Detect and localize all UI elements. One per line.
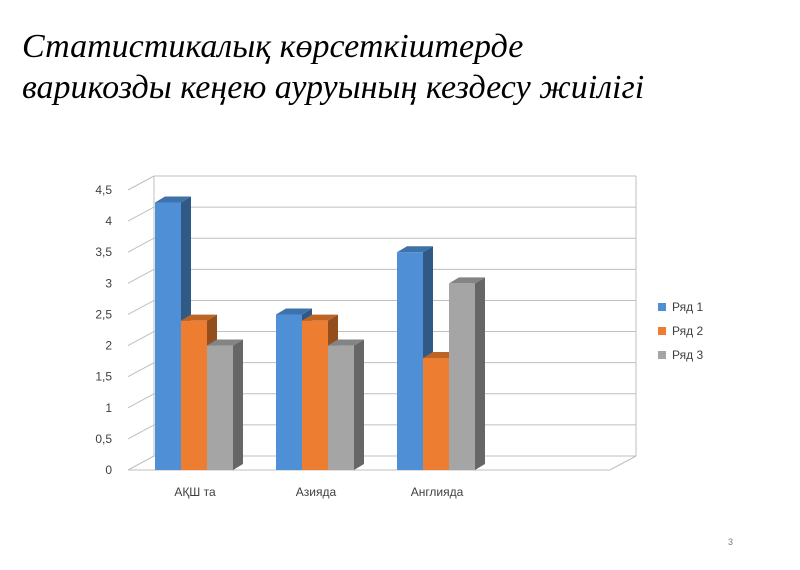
- y-tick-label: 4: [105, 214, 112, 228]
- gridline-side: [127, 206, 155, 222]
- bar-top: [397, 246, 433, 253]
- legend-swatch: [658, 303, 666, 311]
- y-tick-label: 1: [105, 401, 112, 415]
- legend-swatch: [658, 327, 666, 335]
- gridline-side: [127, 175, 155, 191]
- gridline-side: [127, 300, 155, 315]
- legend-label: Ряд 1: [672, 300, 703, 314]
- y-tick-label: 3,5: [95, 245, 112, 259]
- bar: [328, 345, 354, 470]
- x-category-label: Англияда: [411, 485, 464, 499]
- bar: [207, 345, 233, 470]
- title-line-1: Статистикалық көрсеткіштерде: [22, 28, 524, 65]
- legend-swatch: [658, 351, 666, 359]
- y-tick-label: 4,5: [95, 183, 112, 197]
- y-tick-label: 1,5: [95, 370, 112, 384]
- bar-side: [233, 339, 243, 470]
- floor-right-edge: [609, 455, 637, 471]
- bar-top: [449, 277, 485, 284]
- bar: [155, 202, 181, 470]
- bar: [276, 314, 302, 470]
- gridline-side: [127, 237, 155, 253]
- x-category-label: Азияда: [296, 485, 337, 499]
- bar: [181, 320, 207, 470]
- gridline-side: [127, 424, 155, 440]
- bar-top: [302, 314, 338, 321]
- bar-top: [155, 196, 191, 203]
- bar-top: [207, 339, 243, 346]
- gridline-side: [127, 455, 155, 471]
- title-line-2: варикозды кеңею ауруының кездесу жиілігі: [22, 69, 645, 106]
- gridline-side: [127, 331, 155, 346]
- gridline-side: [127, 362, 155, 378]
- bar: [423, 358, 449, 470]
- y-tick-label: 0,5: [95, 432, 112, 446]
- bar: [397, 252, 423, 470]
- bar-side: [475, 277, 485, 470]
- bar: [449, 283, 475, 470]
- slide-title: Статистикалық көрсеткіштерде варикозды к…: [22, 26, 792, 108]
- legend-label: Ряд 3: [672, 348, 703, 362]
- y-tick-label: 2,5: [95, 307, 112, 321]
- legend-label: Ряд 2: [672, 324, 703, 338]
- y-tick-label: 2: [105, 339, 112, 353]
- bar-top: [328, 339, 364, 346]
- x-category-label: АҚШ та: [174, 485, 216, 499]
- bar-top: [276, 308, 312, 315]
- gridline-side: [127, 268, 155, 284]
- y-tick-label: 3: [105, 276, 112, 290]
- gridline-side: [127, 393, 155, 409]
- y-tick-label: 0: [105, 463, 112, 477]
- bar-side: [354, 339, 364, 470]
- bar-top: [181, 314, 217, 321]
- page-number: 3: [728, 537, 734, 547]
- bar: [302, 320, 328, 470]
